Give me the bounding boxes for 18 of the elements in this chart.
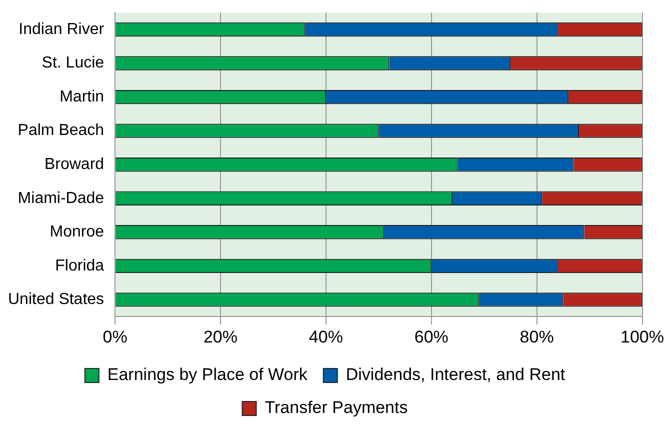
y-tick-label: United States bbox=[8, 291, 104, 308]
x-tick-label: 40% bbox=[308, 327, 343, 346]
legend-label: Transfer Payments bbox=[264, 398, 408, 418]
x-tick-label: 20% bbox=[203, 327, 238, 346]
x-tick-label: 60% bbox=[414, 327, 448, 346]
legend-label: Earnings by Place of Work bbox=[107, 365, 308, 384]
y-tick-label: Martin bbox=[60, 88, 104, 106]
y-tick-label: Miami-Dade bbox=[18, 190, 104, 207]
y-tick-label: Florida bbox=[55, 257, 104, 274]
y-tick-label: Broward bbox=[44, 156, 104, 174]
legend-label: Dividends, Interest, and Rent bbox=[346, 365, 566, 384]
y-tick-label: Palm Beach bbox=[18, 122, 104, 140]
y-tick-label: St. Lucie bbox=[42, 54, 104, 72]
x-tick-label: 80% bbox=[520, 327, 554, 346]
x-tick-label: 0% bbox=[102, 327, 128, 346]
y-tick-label: Indian River bbox=[18, 20, 105, 38]
x-tick-label: 100% bbox=[620, 327, 664, 346]
y-tick-label: Monroe bbox=[50, 224, 104, 241]
